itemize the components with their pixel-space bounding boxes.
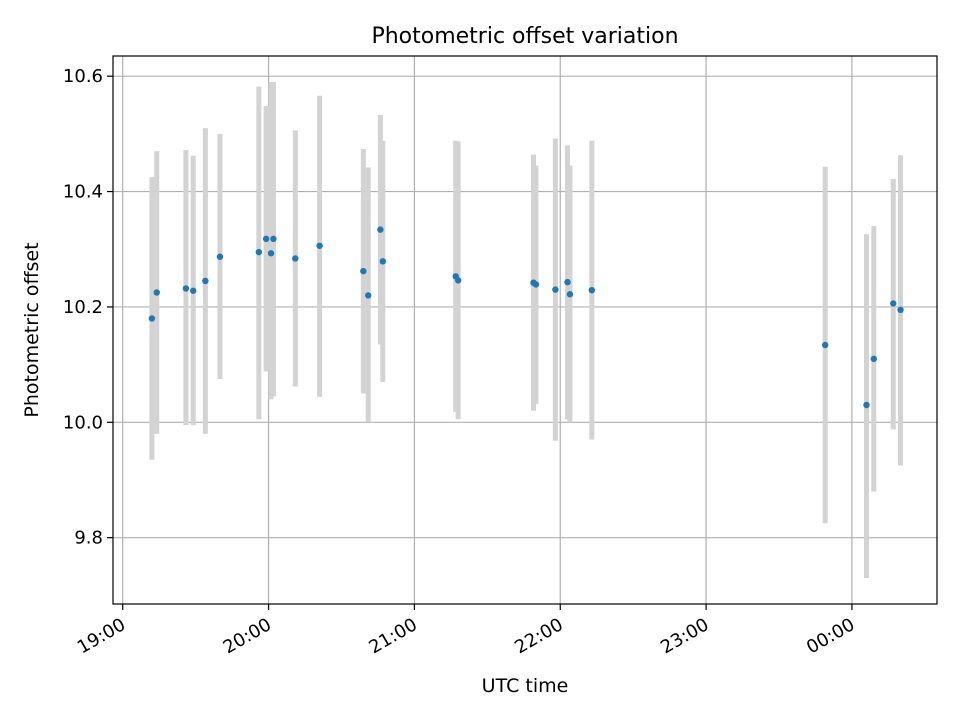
- data-point: [379, 258, 387, 265]
- data-point: [202, 277, 209, 285]
- data-point: [564, 278, 571, 286]
- data-point: [182, 285, 190, 292]
- data-point: [863, 401, 870, 409]
- data-point: [262, 235, 270, 243]
- data-point: [292, 255, 299, 262]
- data-point: [365, 292, 372, 299]
- y-tick-label: 10.6: [63, 66, 103, 87]
- data-point: [588, 286, 596, 294]
- y-tick-label: 9.8: [74, 528, 103, 549]
- chart-title: Photometric offset variation: [371, 24, 678, 49]
- data-point: [270, 235, 277, 243]
- data-point: [316, 242, 323, 249]
- plot-frame: [112, 55, 938, 605]
- data-point: [267, 250, 275, 257]
- data-point: [821, 341, 829, 349]
- data-point: [190, 287, 197, 294]
- data-point: [153, 289, 160, 296]
- x-axis-label: UTC time: [482, 675, 569, 697]
- data-point: [890, 300, 897, 307]
- data-point: [255, 248, 263, 256]
- data-point: [216, 253, 224, 260]
- y-tick-label: 10.4: [63, 182, 103, 203]
- data-point: [148, 315, 156, 322]
- data-point: [532, 281, 540, 288]
- data-points: [148, 226, 904, 409]
- data-point: [897, 306, 904, 314]
- data-point: [454, 277, 462, 284]
- data-point: [566, 291, 574, 298]
- y-tick-label: 10.0: [63, 412, 103, 433]
- data-point: [552, 286, 559, 293]
- data-point: [870, 355, 878, 363]
- data-point: [377, 226, 384, 233]
- data-point: [360, 267, 367, 275]
- y-tick-label: 10.2: [63, 297, 103, 318]
- y-axis-label: Photometric offset: [21, 242, 43, 417]
